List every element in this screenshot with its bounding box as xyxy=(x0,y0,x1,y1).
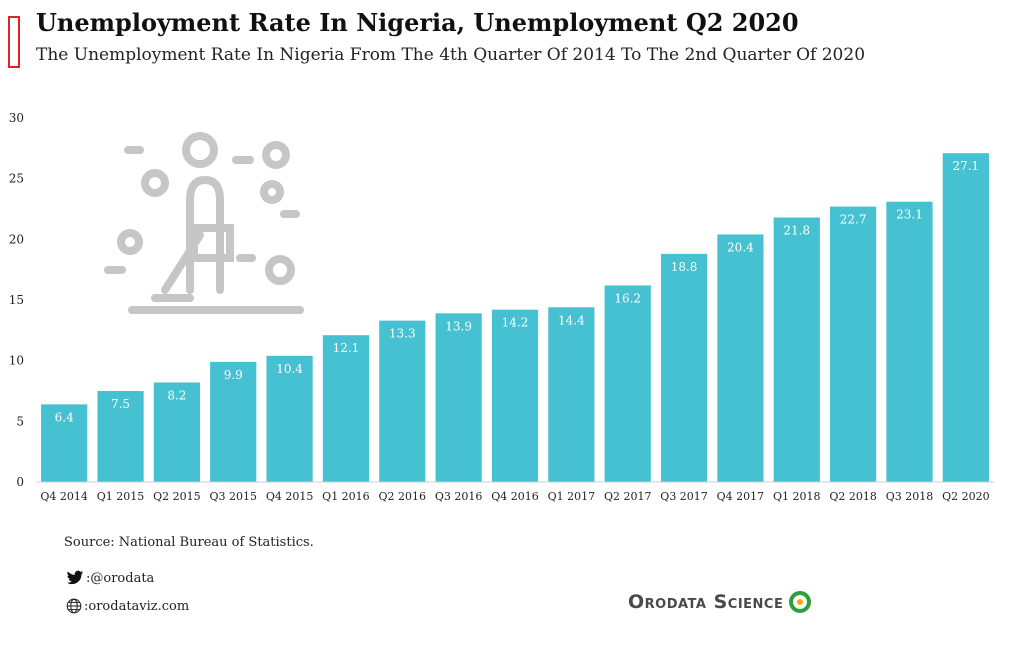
bar xyxy=(97,391,144,482)
y-tick-label: 0 xyxy=(16,475,24,489)
bar-value-label: 23.1 xyxy=(896,208,923,222)
x-tick-label: Q3 2016 xyxy=(435,490,483,503)
title-marker xyxy=(8,16,20,68)
x-tick-label: Q4 2016 xyxy=(491,490,539,503)
bar-value-label: 16.2 xyxy=(614,291,641,305)
source-note: Source: National Bureau of Statistics. xyxy=(64,535,314,550)
bar-value-label: 14.4 xyxy=(558,313,585,327)
bar-value-label: 20.4 xyxy=(727,240,754,254)
website-text: :orodataviz.com xyxy=(84,598,190,614)
bar-value-label: 8.2 xyxy=(167,389,186,403)
bar xyxy=(942,153,989,483)
unemployed-person-sweeping-icon xyxy=(104,132,304,314)
y-tick-label: 10 xyxy=(9,354,24,368)
bar xyxy=(435,313,482,482)
bar-value-label: 10.4 xyxy=(276,362,303,376)
y-tick-label: 30 xyxy=(9,111,24,125)
y-tick-label: 25 xyxy=(9,172,24,186)
bar-value-label: 13.9 xyxy=(445,319,472,333)
bar-value-label: 27.1 xyxy=(952,159,979,173)
x-tick-label: Q1 2016 xyxy=(322,490,370,503)
y-axis: 0 5 10 15 20 25 30 xyxy=(9,111,24,489)
bar xyxy=(773,217,820,482)
x-tick-label: Q2 2020 xyxy=(942,490,990,503)
bars-group: 6.4 7.5 8.2 9.9 10.4 12.1 13.3 13.9 14.2 14.4 16.2… xyxy=(41,153,989,483)
x-tick-label: Q4 2015 xyxy=(266,490,314,503)
bar-value-label: 21.8 xyxy=(783,223,810,237)
chart-title: Unemployment Rate In Nigeria, Unemployme… xyxy=(36,8,799,37)
bar xyxy=(830,206,877,482)
x-tick-label: Q3 2015 xyxy=(209,490,257,503)
bar-value-label: 18.8 xyxy=(671,260,698,274)
x-tick-label: Q1 2018 xyxy=(773,490,821,503)
x-tick-label: Q4 2017 xyxy=(717,490,765,503)
bar xyxy=(153,382,200,482)
bar-value-label: 9.9 xyxy=(224,368,243,382)
bar xyxy=(266,355,313,482)
website-link[interactable]: :orodataviz.com xyxy=(66,598,189,614)
bar xyxy=(210,361,257,482)
twitter-bird-icon xyxy=(66,570,84,585)
bar-value-label: 7.5 xyxy=(111,397,130,411)
x-axis: Q4 2014 Q1 2015 Q2 2015 Q3 2015 Q4 2015 Q1 20… xyxy=(36,481,994,503)
bar-value-label: 22.7 xyxy=(840,213,867,227)
bar xyxy=(604,285,651,482)
bar xyxy=(322,335,370,482)
bar xyxy=(660,253,708,482)
x-tick-label: Q3 2018 xyxy=(886,490,934,503)
bar-value-label: 13.3 xyxy=(389,327,416,341)
bar xyxy=(886,201,933,482)
bar-chart: 0 5 10 15 20 25 30 6.4 7.5 8.2 9.9 10.4 12.1 13.3 13.… xyxy=(9,111,994,503)
bar xyxy=(717,234,764,482)
y-tick-label: 20 xyxy=(9,232,24,246)
brand-logo: Orodata Science xyxy=(628,589,813,615)
brand-name: Orodata Science xyxy=(628,591,784,613)
y-tick-label: 15 xyxy=(9,293,24,307)
bar xyxy=(379,320,426,482)
bar-value-label: 6.4 xyxy=(55,410,74,424)
bar-value-label: 12.1 xyxy=(333,341,360,355)
bar xyxy=(548,307,595,482)
x-tick-label: Q1 2015 xyxy=(97,490,145,503)
x-tick-label: Q2 2017 xyxy=(604,490,652,503)
x-tick-label: Q2 2016 xyxy=(379,490,427,503)
twitter-handle-text: :@orodata xyxy=(86,570,155,586)
x-tick-label: Q2 2018 xyxy=(829,490,877,503)
x-tick-label: Q3 2017 xyxy=(660,490,708,503)
bar xyxy=(41,404,88,482)
twitter-handle[interactable]: :@orodata xyxy=(66,570,154,586)
x-tick-label: Q1 2017 xyxy=(548,490,596,503)
globe-icon xyxy=(66,598,82,614)
chart-subtitle: The Unemployment Rate In Nigeria From Th… xyxy=(36,45,866,65)
brand-circle-icon xyxy=(789,591,812,613)
bar-value-label: 14.2 xyxy=(502,316,529,330)
x-tick-label: Q4 2014 xyxy=(40,490,88,503)
x-tick-label: Q2 2015 xyxy=(153,490,201,503)
y-tick-label: 5 xyxy=(16,414,24,428)
bar xyxy=(491,309,539,482)
